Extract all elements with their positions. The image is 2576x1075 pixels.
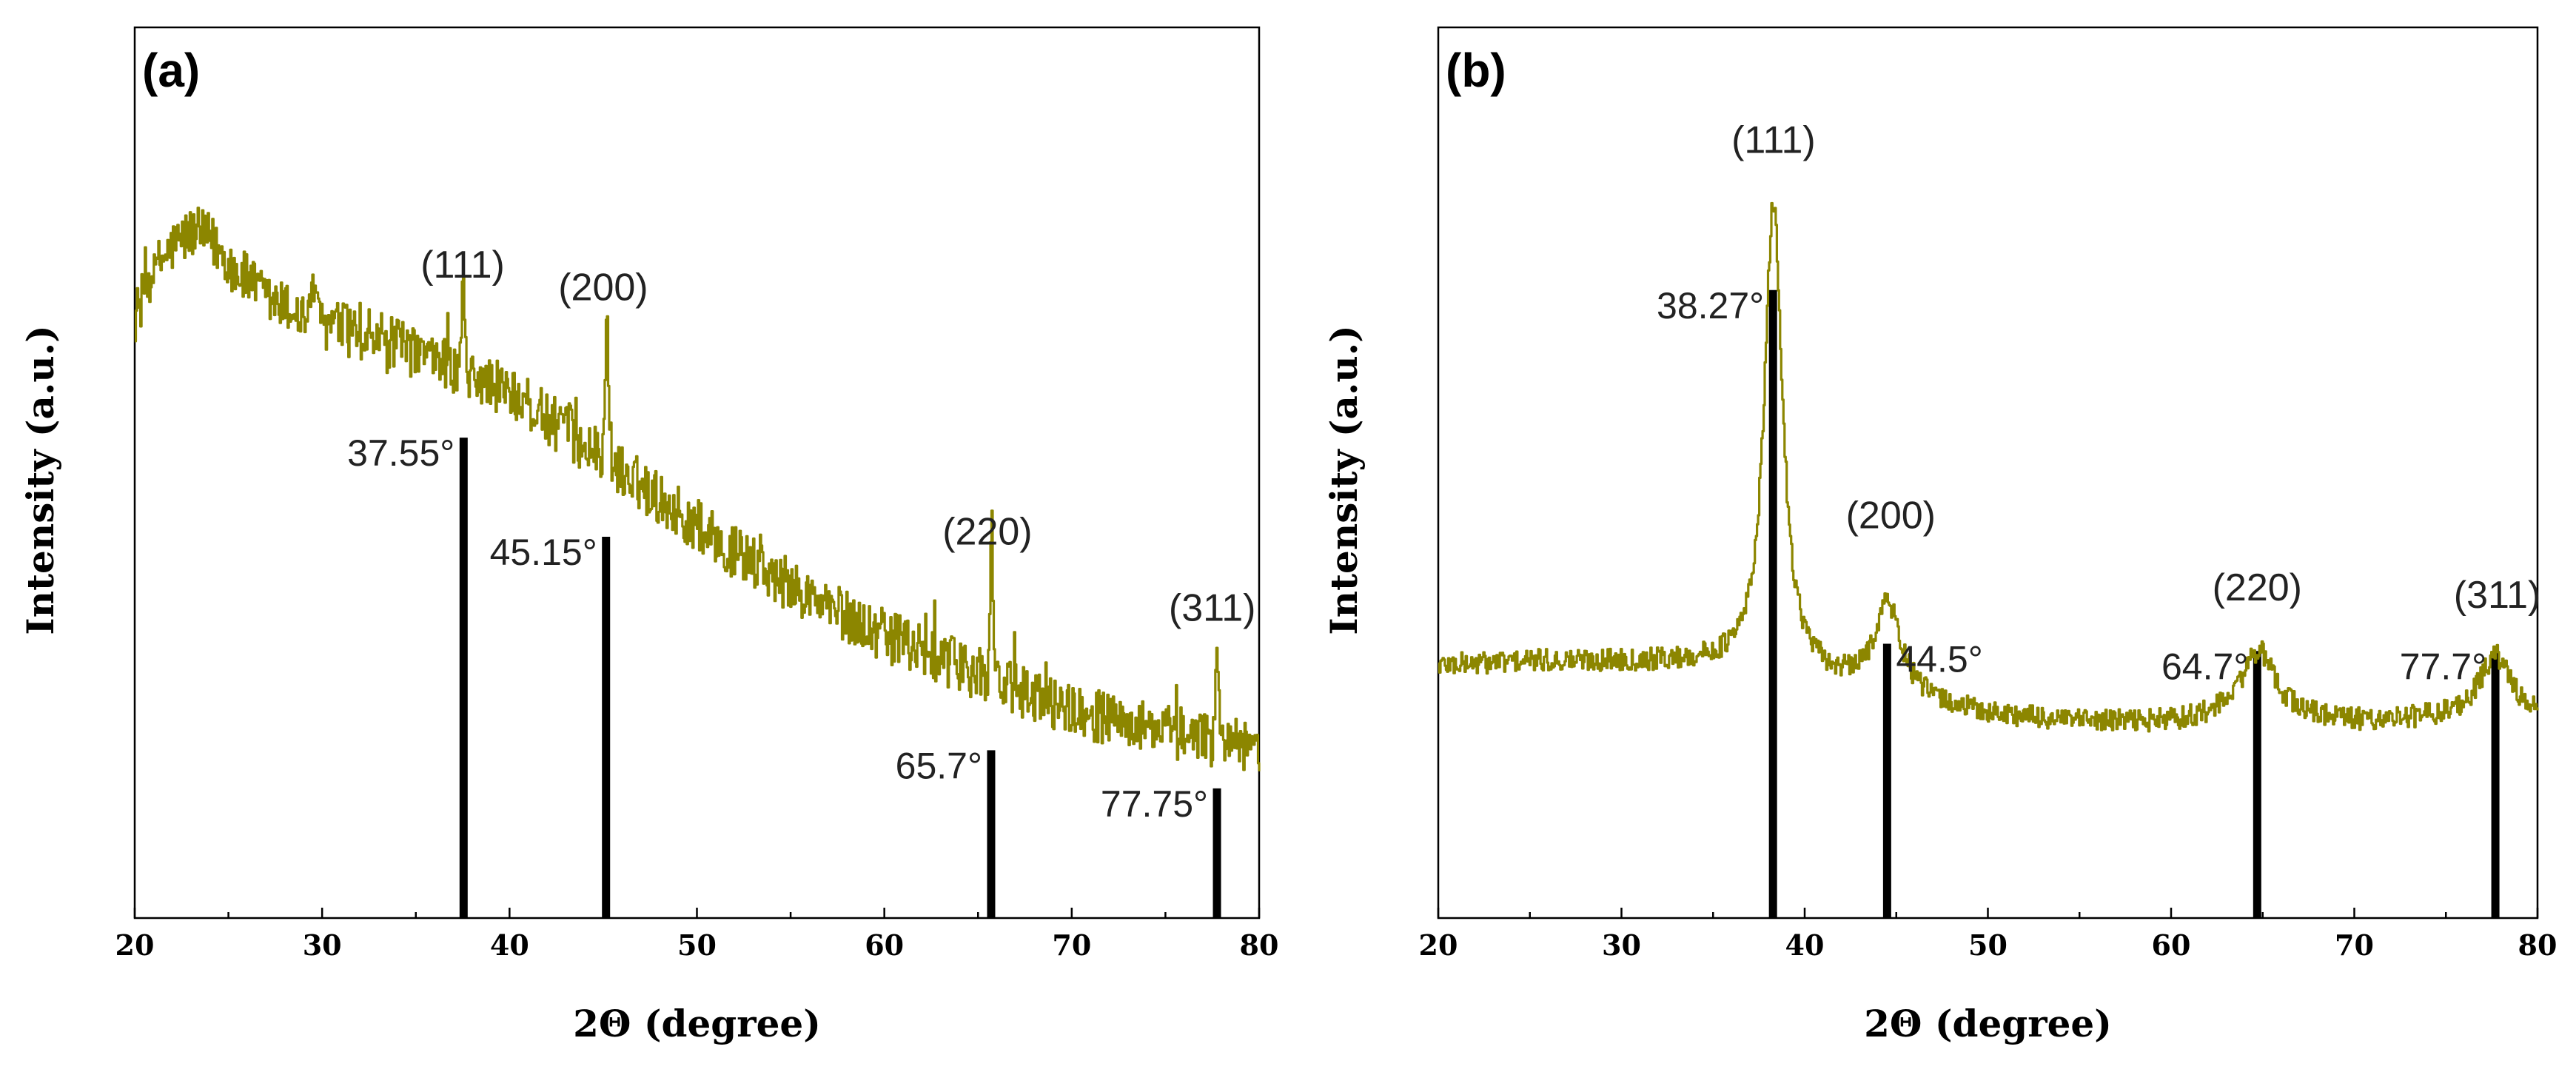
x-tick-label: 80 [1240,928,1279,962]
miller-index-label: (111) [420,244,505,287]
x-tick-label: 70 [1052,928,1091,962]
angle-label: 77.75° [1101,783,1208,825]
miller-index-label: (200) [558,267,648,309]
x-tick-label: 60 [2152,928,2191,962]
x-tick-label: 60 [865,928,904,962]
x-tick-label: 70 [2335,928,2374,962]
x-tick-label: 50 [677,928,717,962]
x-tick-label: 80 [2518,928,2557,962]
xrd-trace [134,207,1261,771]
x-tick-label: 20 [115,928,155,962]
chart-panel-b: 20 30 40 50 60 70 80 2Θ (degree) Intensity (a.u.… [1322,26,2557,1045]
panel-label: (b) [1446,44,1506,97]
x-tick-label: 20 [1419,928,1458,962]
angle-label: 77.7° [2400,646,2486,687]
miller-index-label: (220) [942,510,1032,553]
x-axis-title: 2Θ (degree) [1864,1002,2112,1045]
chart-panel-a: 20 30 40 50 60 70 80 2Θ (degree) Intensity (a.u.… [19,26,1279,1045]
xrd-trace [1438,201,2539,733]
plot-frame [1437,26,2539,920]
x-tick-label: 50 [1968,928,2008,962]
miller-index-label: (311) [1169,586,1256,629]
miller-index-label: (220) [2213,566,2302,609]
angle-label: 38.27° [1657,285,1764,326]
miller-index-label: (311) [2454,574,2541,617]
y-axis-title: Intensity (a.u.) [1322,325,1366,635]
x-tick-label: 40 [490,928,529,962]
miller-index-label: (111) [1731,119,1816,162]
x-tick-label: 30 [303,928,342,962]
x-tick-label: 40 [1785,928,1825,962]
angle-label: 37.55° [347,432,455,474]
angle-label: 64.7° [2161,646,2248,687]
x-axis-title: 2Θ (degree) [573,1002,821,1045]
x-tick-label: 30 [1602,928,1641,962]
plot-frame [133,26,1261,920]
y-axis-title: Intensity (a.u.) [19,325,62,635]
miller-index-label: (200) [1846,495,1936,538]
angle-label: 45.15° [490,532,597,573]
panel-label: (a) [142,44,200,97]
angle-label: 44.5° [1896,639,1982,680]
angle-label: 65.7° [896,745,982,786]
